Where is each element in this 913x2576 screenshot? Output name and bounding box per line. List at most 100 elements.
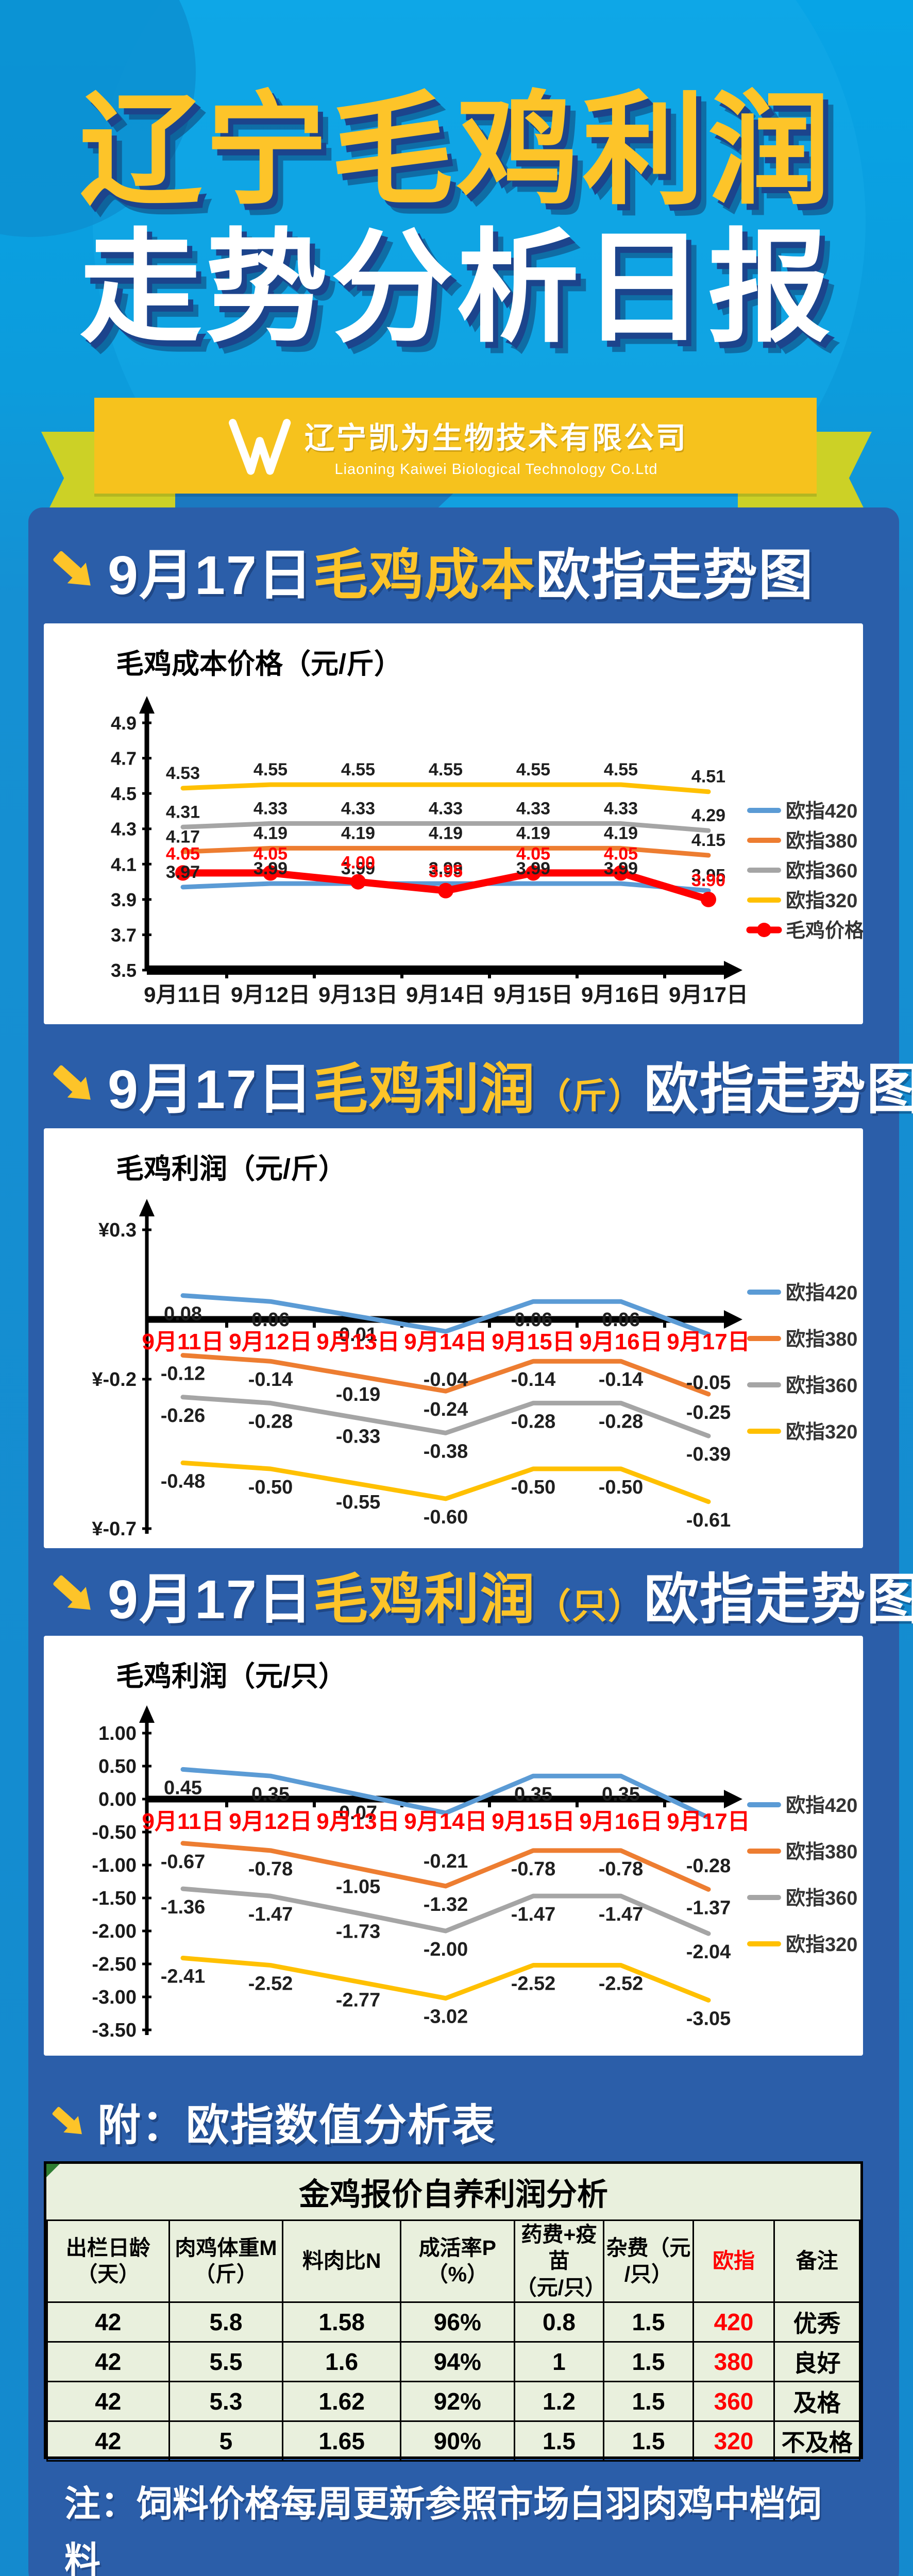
data-label: -3.02 <box>424 2006 468 2028</box>
section2-prefix: 9月17日 <box>108 1059 313 1120</box>
data-label: 4.31 <box>166 802 200 822</box>
x-category-label: 9月17日 <box>667 1809 750 1834</box>
section-title-profit-jin: 9月17日毛鸡利润（斤）欧指走势图 <box>108 1045 913 1124</box>
data-label: 3.99 <box>516 859 550 878</box>
legend-label: 欧指320 <box>786 1934 857 1956</box>
y-tick-label: 4.1 <box>111 854 137 875</box>
data-label: 4.00 <box>341 853 375 873</box>
data-label: 4.51 <box>691 767 725 787</box>
section-header-profit-bird: 9月17日毛鸡利润（只）欧指走势图 <box>49 1555 913 1634</box>
y-tick-label: 4.5 <box>111 783 137 804</box>
data-label: 0.06 <box>251 1309 290 1331</box>
data-label: 4.29 <box>691 806 725 825</box>
cost-chart-title: 毛鸡成本价格（元/斤） <box>116 649 402 680</box>
data-label: 0.35 <box>514 1784 552 1805</box>
y-tick-label: -1.00 <box>92 1855 137 1876</box>
data-label: 4.55 <box>253 760 288 779</box>
data-label: 0.35 <box>251 1784 290 1805</box>
table-cell: 不及格 <box>773 2420 860 2462</box>
y-tick-label: -2.00 <box>92 1921 137 1942</box>
table-cell: 1.58 <box>282 2301 401 2343</box>
table-header-cell: 药费+疫苗 （元/只） <box>513 2219 606 2303</box>
company-name-en: Liaoning Kaiwei Biological Technology Co… <box>334 461 658 478</box>
section2-paren: （斤） <box>535 1077 644 1116</box>
x-category-label: 9月12日 <box>229 1329 312 1354</box>
data-label: -0.28 <box>599 1411 644 1432</box>
table-header-cell: 备注 <box>773 2219 860 2303</box>
data-label: -0.28 <box>511 1411 556 1432</box>
data-label: -2.00 <box>424 1939 468 1960</box>
data-label: -0.28 <box>248 1411 293 1432</box>
data-label: 4.33 <box>604 799 638 818</box>
analysis-table-title: 金鸡报价自养利润分析 <box>299 2177 608 2212</box>
data-label: -0.55 <box>336 1492 381 1513</box>
table-header-row: 出栏日龄 （天） 肉鸡体重M （斤） 料肉比N 成活率P （%） 药费+疫苗 （元/只）… <box>46 2219 860 2303</box>
profit-bird-chart-title: 毛鸡利润（元/只） <box>116 1661 347 1692</box>
company-banner: 辽宁凯为生物技术有限公司 Liaoning Kaiwei Biological … <box>94 398 817 494</box>
y-tick-label: ¥-0.2 <box>92 1369 137 1391</box>
x-category-label: 9月15日 <box>492 1329 574 1354</box>
data-label: -1.47 <box>511 1904 556 1925</box>
y-tick-label: -0.50 <box>92 1822 137 1843</box>
y-tick-label: 4.3 <box>111 819 137 840</box>
y-axis-arrow <box>139 1199 155 1216</box>
data-label: 0.45 <box>164 1777 202 1799</box>
profit-bird-chart-card: 毛鸡利润（元/只） 1.00 0.50 0.00 -0.50 -1.00 -1.50 -2.… <box>44 1636 863 2056</box>
data-label: 4.33 <box>341 799 375 818</box>
series-line <box>180 1353 711 1397</box>
cost-chart-card: 毛鸡成本价格（元/斤） 4.9 4.7 4.5 4.3 4.1 3.9 3.7 3.5 3.97… <box>44 623 865 1024</box>
y-tick-label: -3.00 <box>92 1987 137 2008</box>
table-row: 42 5 1.65 90% 1.5 1.5 320 不及格 <box>46 2420 860 2462</box>
table-row: 42 5.5 1.6 94% 1 1.5 380 良好 <box>46 2341 860 2382</box>
profit-jin-chart-card: 毛鸡利润（元/斤） ¥0.3 ¥-0.2 ¥-0.7 0.08 0.06 0.01 -0.0… <box>44 1128 863 1548</box>
table-cell: 优秀 <box>773 2301 860 2343</box>
legend-label: 欧指360 <box>786 1375 857 1397</box>
section-header-cost: 9月17日毛鸡成本欧指走势图 <box>49 531 814 610</box>
data-label: 4.55 <box>341 760 375 779</box>
data-label: -0.04 <box>424 1369 468 1391</box>
data-label: -1.32 <box>424 1894 468 1916</box>
table-row: 42 5.8 1.58 96% 0.8 1.5 420 优秀 <box>46 2301 860 2343</box>
data-label: 0.01 <box>339 1324 377 1346</box>
data-label: -3.05 <box>686 2008 731 2029</box>
x-category-label: 9月13日 <box>318 982 398 1007</box>
table-cell: 5 <box>168 2420 284 2462</box>
data-label: 3.97 <box>166 862 200 882</box>
table-cell: 320 <box>692 2420 775 2462</box>
series-line <box>180 1955 711 2003</box>
table-cell: 92% <box>399 2380 515 2422</box>
x-category-label: 9月11日 <box>142 1329 224 1354</box>
x-category-label: 9月11日 <box>144 982 222 1007</box>
series-marker <box>350 874 366 890</box>
data-label: -1.73 <box>336 1921 381 1942</box>
series-marker <box>613 865 629 881</box>
y-tick-label: 0.50 <box>98 1756 137 1777</box>
data-label: -0.28 <box>686 1855 731 1877</box>
y-axis-arrow <box>139 1705 155 1723</box>
legend-label: 欧指380 <box>786 1841 857 1863</box>
y-tick-label: -2.50 <box>92 1954 137 1975</box>
data-label: 3.90 <box>691 871 725 890</box>
x-category-label: 9月12日 <box>229 1809 312 1834</box>
page-title-line1: 辽宁毛鸡利润 <box>79 82 834 219</box>
legend-label: 欧指320 <box>786 1421 857 1443</box>
table-cell: 1.65 <box>282 2420 401 2462</box>
data-label: 4.55 <box>429 760 463 779</box>
series-line <box>180 1886 711 1936</box>
y-tick-label: 0.00 <box>98 1789 137 1810</box>
data-label: -0.24 <box>424 1399 468 1420</box>
table-cell: 90% <box>399 2420 515 2462</box>
series-line <box>180 1395 711 1438</box>
data-label: -1.47 <box>248 1904 293 1925</box>
data-label: 4.19 <box>429 823 463 843</box>
data-label: -0.25 <box>686 1402 731 1423</box>
series-line <box>180 782 711 794</box>
data-label: -0.78 <box>511 1858 556 1880</box>
series-line <box>180 1293 711 1337</box>
table-cell: 42 <box>46 2380 170 2422</box>
series-marker <box>701 891 716 907</box>
data-label: 3.99 <box>604 859 638 878</box>
table-header-cell: 肉鸡体重M （斤） <box>168 2219 284 2303</box>
x-category-label: 9月15日 <box>492 1809 574 1834</box>
legend-label: 欧指380 <box>786 831 857 852</box>
